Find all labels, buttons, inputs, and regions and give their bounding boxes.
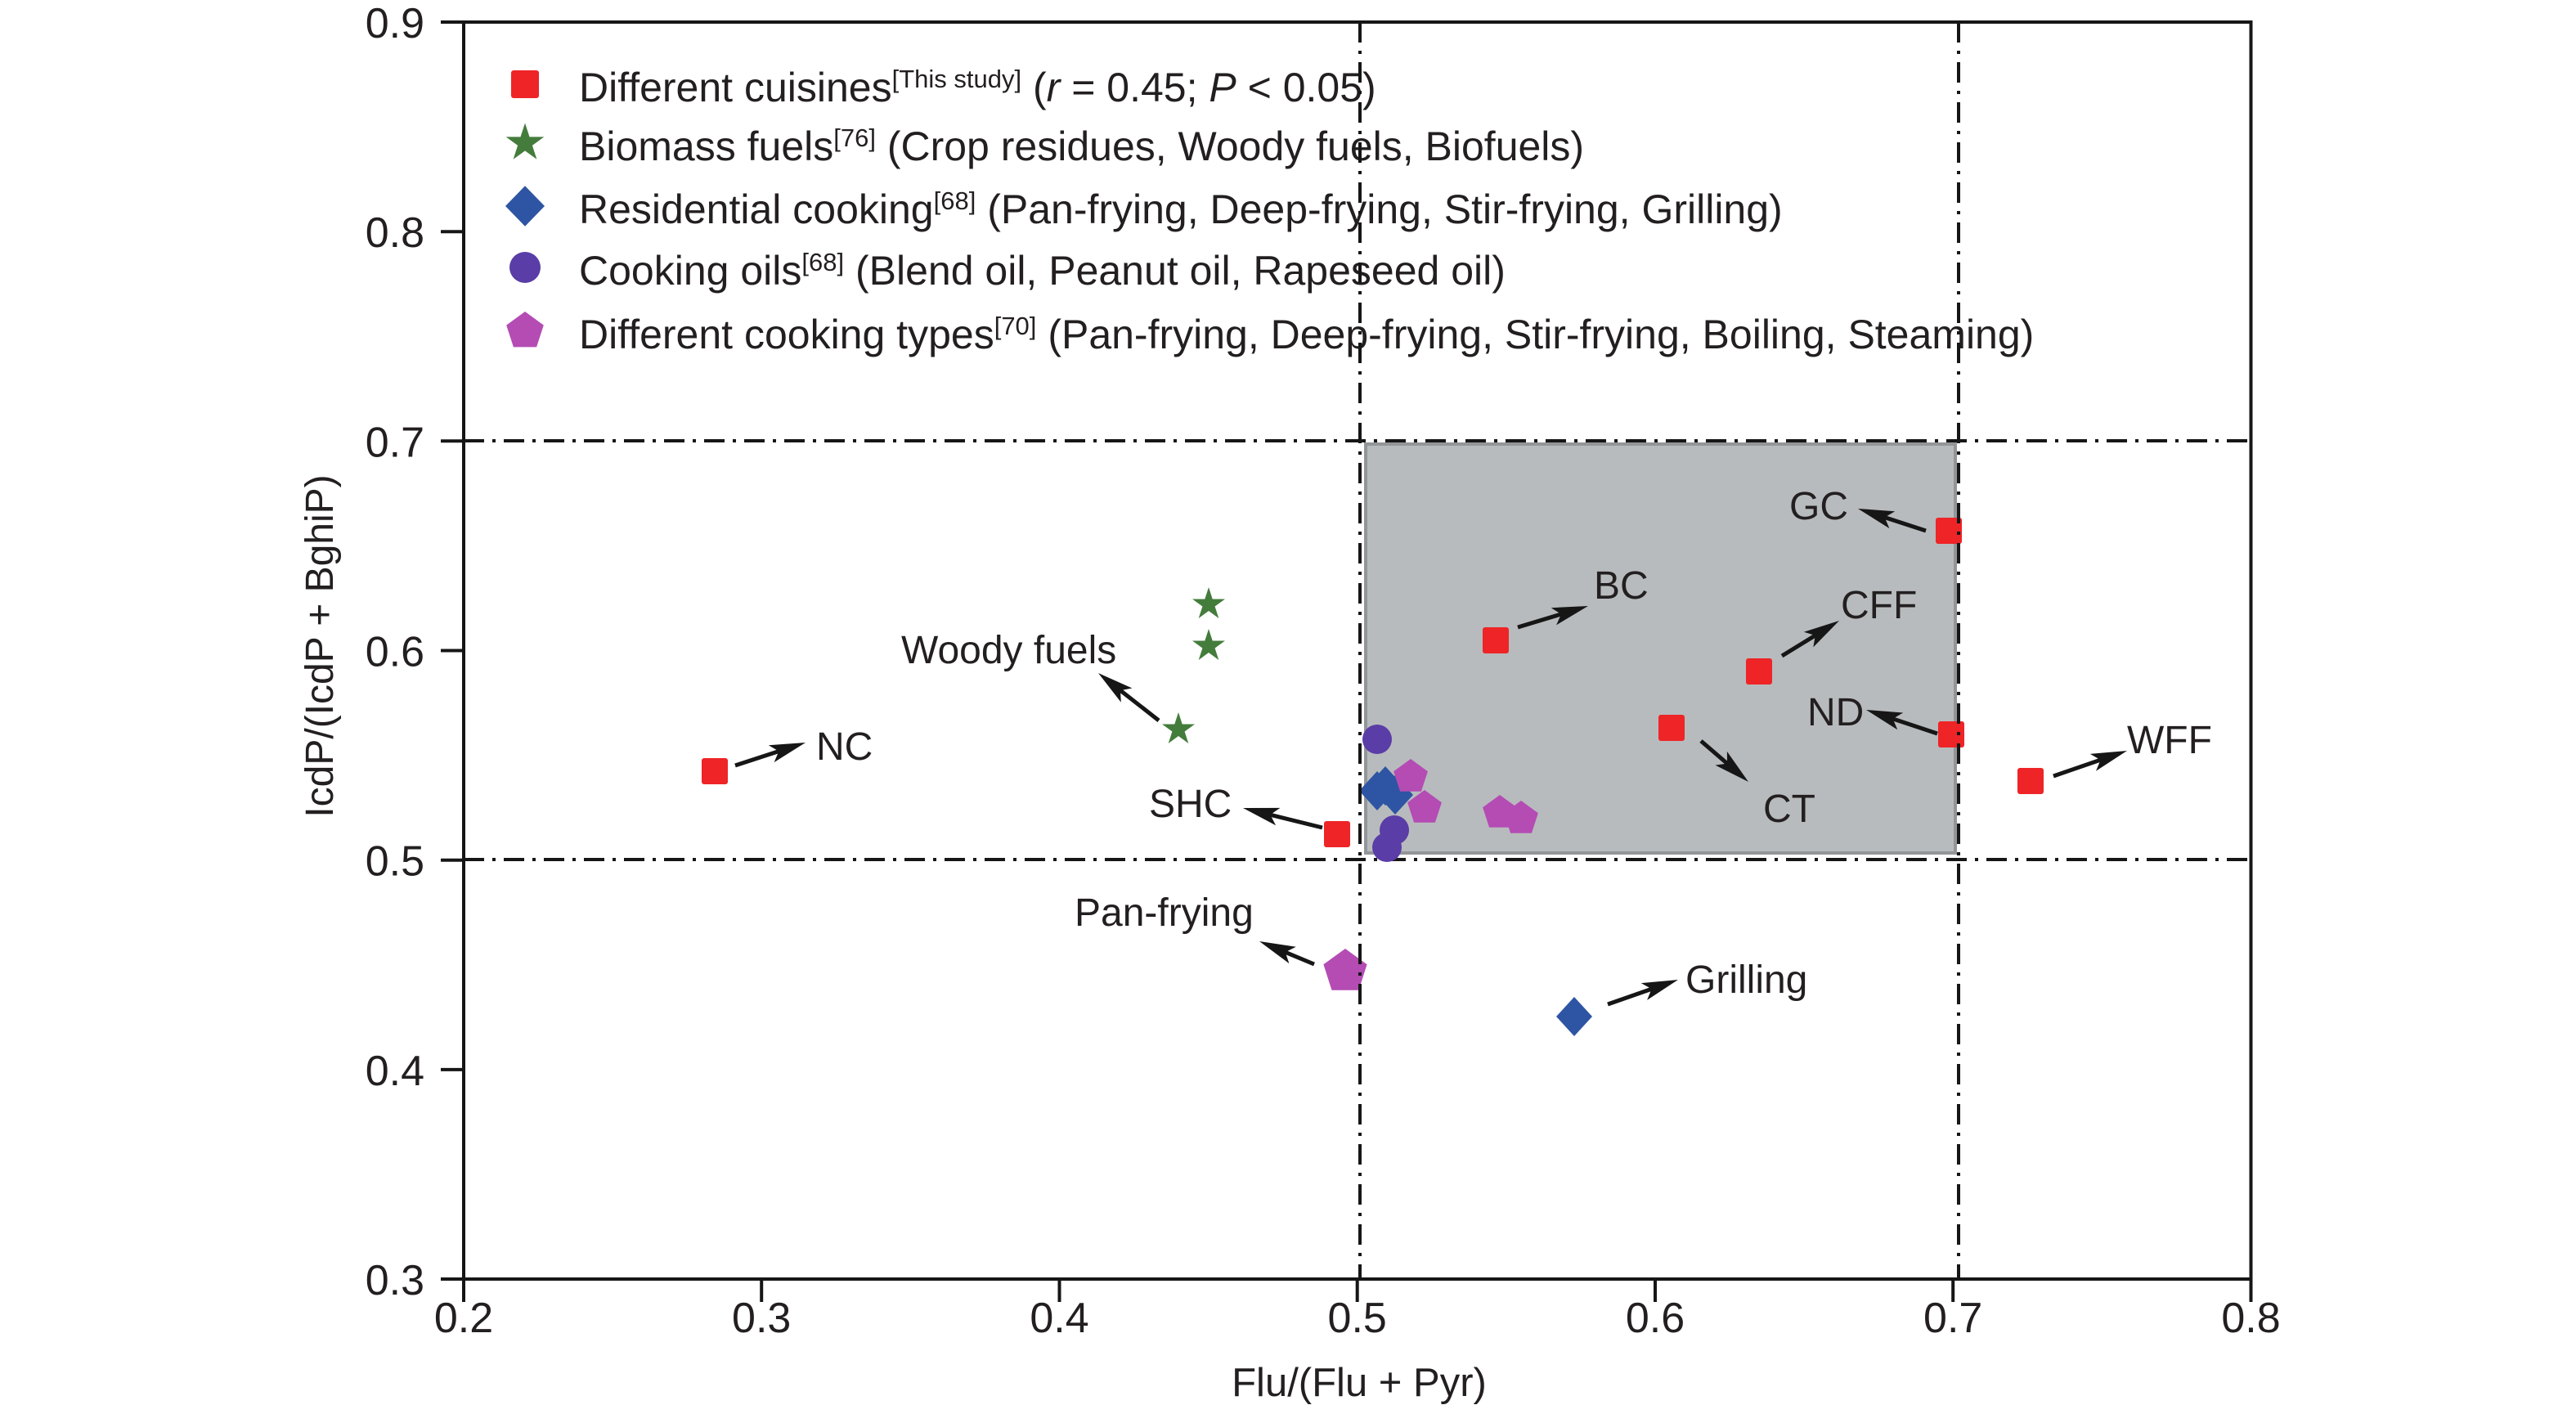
svg-text:0.4: 0.4 xyxy=(366,1048,424,1095)
svg-text:ND: ND xyxy=(1807,691,1864,734)
svg-text:0.5: 0.5 xyxy=(366,838,424,886)
svg-text:0.8: 0.8 xyxy=(366,209,424,257)
svg-text:Residential cooking[68] (Pan-f: Residential cooking[68] (Pan-frying, Dee… xyxy=(579,186,1783,232)
svg-text:0.2: 0.2 xyxy=(434,1295,493,1342)
svg-text:BC: BC xyxy=(1594,564,1649,608)
svg-text:0.3: 0.3 xyxy=(366,1257,424,1304)
svg-text:WFF: WFF xyxy=(2127,719,2212,762)
svg-text:0.3: 0.3 xyxy=(732,1295,791,1342)
svg-text:0.6: 0.6 xyxy=(366,629,424,676)
svg-text:Grilling: Grilling xyxy=(1685,958,1807,1002)
svg-text:GC: GC xyxy=(1789,485,1848,528)
svg-text:IcdP/(IcdP + BghiP): IcdP/(IcdP + BghiP) xyxy=(298,474,342,817)
svg-text:0.9: 0.9 xyxy=(366,0,424,47)
svg-text:0.7: 0.7 xyxy=(366,419,424,466)
svg-text:Different cooking types[70] (P: Different cooking types[70] (Pan-frying,… xyxy=(579,312,2034,357)
svg-text:CFF: CFF xyxy=(1841,584,1917,627)
svg-text:0.8: 0.8 xyxy=(2221,1295,2280,1342)
svg-text:Woody fuels: Woody fuels xyxy=(901,629,1116,672)
svg-text:NC: NC xyxy=(816,725,873,769)
svg-text:Different cuisines[This study]: Different cuisines[This study] (r = 0.45… xyxy=(579,65,1376,110)
svg-text:Cooking oils[68] (Blend oil, P: Cooking oils[68] (Blend oil, Peanut oil,… xyxy=(579,248,1506,294)
svg-text:CT: CT xyxy=(1763,788,1815,831)
svg-text:0.7: 0.7 xyxy=(1923,1295,1982,1342)
svg-text:0.4: 0.4 xyxy=(1030,1295,1088,1342)
svg-text:Biomass fuels[76] (Crop residu: Biomass fuels[76] (Crop residues, Woody … xyxy=(579,123,1584,169)
svg-text:0.5: 0.5 xyxy=(1328,1295,1387,1342)
svg-text:SHC: SHC xyxy=(1149,783,1232,826)
svg-text:Flu/(Flu + Pyr): Flu/(Flu + Pyr) xyxy=(1232,1361,1487,1405)
svg-text:0.6: 0.6 xyxy=(1626,1295,1685,1342)
svg-text:Pan-frying: Pan-frying xyxy=(1075,891,1254,935)
